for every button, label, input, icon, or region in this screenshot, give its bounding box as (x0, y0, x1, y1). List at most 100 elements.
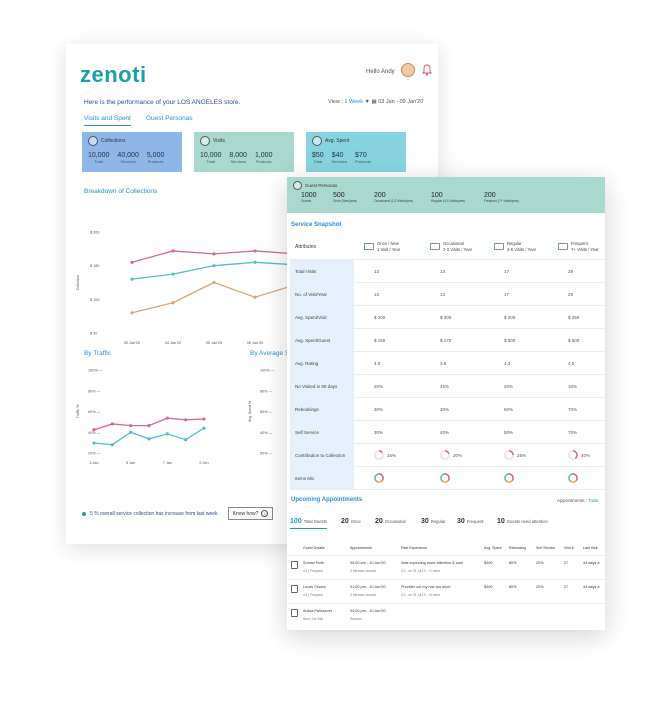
appointment-self: 20% (536, 561, 544, 565)
data-point[interactable] (212, 252, 216, 256)
data-point[interactable] (110, 422, 114, 426)
tab-visits-and-spent[interactable]: Visits and Spent (84, 115, 131, 126)
persona-stat: 1000 Guests (301, 192, 317, 203)
snapshot-col-header: Frequent 7+ Visits / Year (558, 234, 599, 259)
count-needs-attention[interactable]: 10 Guests need attention (497, 518, 548, 525)
snapshot-cell: 15% (374, 444, 396, 466)
appointment-row[interactable]: Anicia Pallosever New | 1st Visit 04:00 pm… (287, 603, 605, 626)
snapshot-col-label: Once / New (377, 241, 399, 247)
snapshot-cell: $ 200 (374, 314, 386, 320)
snapshot-cell: 4.5 (568, 360, 575, 366)
tile-value: $70 (355, 152, 367, 159)
guest-personas-label: Guest Personas (305, 183, 338, 188)
count-value: 10 (497, 518, 505, 525)
appointment-name[interactable]: Lucas Sinoes (303, 585, 326, 589)
snapshot-cell: $ 300 (504, 337, 516, 343)
appointment-name[interactable]: Anicia Pallosever (303, 609, 333, 613)
date-range[interactable]: 03 Jan - 09 Jan'20 (378, 99, 424, 105)
snapshot-row: No. of Visit/Year 13 13 17 29 (290, 283, 605, 306)
data-point[interactable] (212, 280, 216, 285)
persona-stat-label: Regular (4-6 Visits/year) (431, 199, 466, 203)
persona-stat: 200 Occasional (2-3 Visits/year) (374, 192, 413, 203)
appointment-row[interactable]: Summi Roth 4.3 | Frequent 09:00 am - 10 Ja… (287, 555, 605, 578)
persona-stat: 200 Frequent (7+ Visits/year) (484, 192, 519, 203)
snapshot-attr: Avg. Spent/Guest (290, 329, 354, 351)
data-point[interactable] (110, 443, 114, 447)
data-point[interactable] (92, 441, 96, 445)
data-point[interactable] (147, 437, 151, 441)
snapshot-cell: $ 200 (504, 314, 516, 320)
appointments-filter[interactable]: Appointments : Toda (557, 498, 598, 503)
appointment-appt: 04:00 pm - 10 Jan'20 (350, 609, 386, 613)
data-point[interactable] (129, 430, 133, 434)
snapshot-cell: 13 (374, 291, 380, 297)
count-regular[interactable]: 30 Regular (421, 518, 445, 525)
tile-value-label: Products (255, 159, 272, 164)
visits-tile[interactable]: Visits 10,000 Total 8,000 Services 1,000 Pr… (194, 132, 294, 172)
data-point[interactable] (184, 438, 188, 442)
snapshot-cell: 10% (568, 383, 578, 389)
appointments-filter-value[interactable]: Toda (588, 498, 598, 503)
col-header-avg-spent: Avg. Spent (484, 546, 502, 550)
view-selector[interactable]: View : 1 Week ▼ ▦ 03 Jan - 09 Jan'20 (328, 99, 423, 105)
avg-spent-tile[interactable]: Avg. Spent $50 Total $40 Services $70 Produ… (306, 132, 406, 172)
appointment-tag: 4.5 | Frequent (303, 593, 323, 597)
data-point[interactable] (165, 416, 169, 420)
snapshot-cell (504, 467, 514, 489)
snapshot-cell: $ 500 (568, 337, 580, 343)
data-point[interactable] (171, 249, 175, 253)
data-point[interactable] (253, 295, 257, 299)
count-occasional[interactable]: 20 Occasional (375, 518, 406, 525)
persona-stat: 100 Regular (4-6 Visits/year) (431, 192, 465, 203)
tab-guest-personas[interactable]: Guest Personas (146, 115, 193, 122)
data-point[interactable] (171, 272, 175, 276)
appointment-exp: Was expecting more attention & care (401, 561, 464, 565)
snapshot-cell: 30% (440, 406, 450, 412)
count-label: Once (350, 519, 361, 524)
count-value: 30 (421, 518, 429, 525)
snapshot-cell: 29 (568, 291, 574, 297)
data-point[interactable] (129, 424, 133, 428)
data-point[interactable] (212, 264, 216, 268)
avatar[interactable] (401, 63, 415, 77)
tile-label: Visits (213, 138, 225, 144)
data-point[interactable] (165, 432, 169, 436)
count-frequent[interactable]: 30 Frequent (457, 518, 484, 525)
guest-tag-icon (291, 561, 298, 569)
chevron-down-icon[interactable]: ▼ (364, 99, 370, 105)
y-tick-label: $ 200 (90, 231, 100, 235)
data-point[interactable] (130, 277, 134, 281)
bell-icon[interactable] (422, 64, 432, 76)
snapshot-cell: 17 (504, 291, 510, 297)
appointment-name[interactable]: Summi Roth (303, 561, 324, 565)
data-point[interactable] (171, 301, 175, 305)
col-header-self-service: Self Service (536, 546, 556, 550)
x-tick-label: 06 Jan'20 (247, 341, 263, 345)
appointment-booked: 3 Services booked (350, 569, 377, 573)
snapshot-col-sub: 4-6 Visits / Year (507, 246, 537, 252)
calendar-icon[interactable]: ▦ (371, 99, 377, 105)
data-point[interactable] (130, 311, 134, 315)
items-mix-donut (440, 473, 450, 483)
count-once[interactable]: 20 Once (341, 518, 361, 525)
data-point[interactable] (202, 417, 206, 421)
guest-tag-icon (291, 585, 298, 593)
data-point[interactable] (253, 249, 257, 253)
view-value[interactable]: 1 Week (344, 99, 363, 105)
data-point[interactable] (92, 428, 96, 432)
count-total-guests[interactable]: 100 Total Guests (290, 518, 327, 529)
collections-tile[interactable]: Collections 10,000 Total 40,000 Services 5… (82, 132, 182, 172)
snapshot-col-label: Frequent (571, 241, 588, 247)
know-how-button[interactable]: Know how? i (227, 507, 274, 520)
data-point[interactable] (202, 426, 206, 430)
appointment-row[interactable]: Lucas Sinoes 4.5 | Frequent 01:00 pm - 10 … (287, 579, 605, 602)
data-point[interactable] (184, 418, 188, 422)
data-point[interactable] (130, 260, 134, 264)
tile-value: 5,000 (146, 152, 165, 159)
appointment-exp-sub: 3.0 - on 23 Jul'19 - +2 more (401, 569, 440, 573)
service-snapshot-title: Service Snapshot (291, 222, 342, 228)
data-point[interactable] (147, 424, 151, 428)
snapshot-cell: 13 (440, 291, 446, 297)
data-point[interactable] (253, 260, 257, 264)
